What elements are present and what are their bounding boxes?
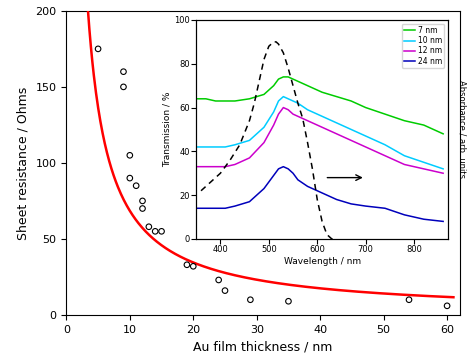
- Point: [132, 183, 140, 189]
- Point: [190, 264, 197, 269]
- Point: [139, 198, 146, 204]
- Point: [246, 297, 254, 303]
- Point: [126, 152, 134, 158]
- Point: [215, 277, 222, 283]
- Point: [285, 298, 292, 304]
- Point: [183, 262, 191, 268]
- Point: [119, 69, 127, 75]
- Point: [119, 84, 127, 90]
- Point: [151, 228, 159, 234]
- Point: [126, 175, 134, 181]
- X-axis label: Au film thickness / nm: Au film thickness / nm: [193, 340, 333, 353]
- Point: [405, 297, 413, 303]
- Point: [139, 206, 146, 211]
- Point: [221, 288, 229, 294]
- Y-axis label: Sheet resistance / Ohms: Sheet resistance / Ohms: [17, 86, 30, 240]
- Point: [145, 224, 153, 230]
- Y-axis label: Absorbance / arb. units: Absorbance / arb. units: [458, 80, 467, 178]
- Point: [158, 228, 165, 234]
- Point: [94, 46, 102, 52]
- Point: [443, 303, 451, 309]
